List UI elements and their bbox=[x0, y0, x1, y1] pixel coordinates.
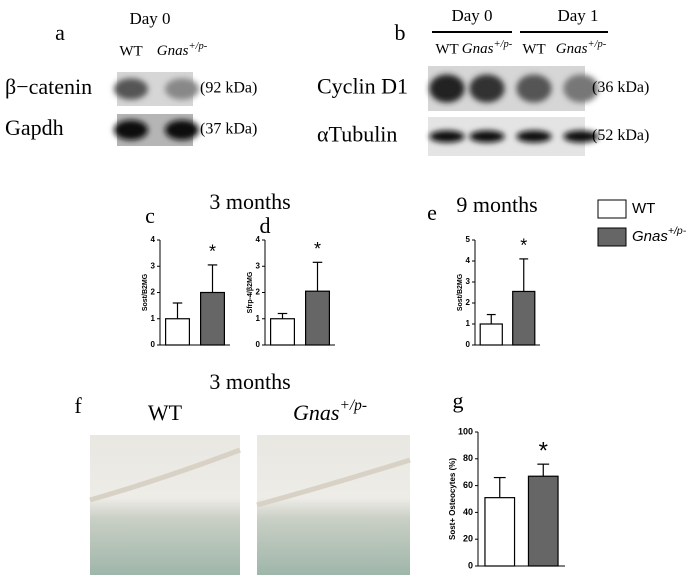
legend-swatch bbox=[597, 199, 627, 219]
protein-label: Cyclin D1 bbox=[317, 74, 408, 99]
blot-band bbox=[516, 74, 552, 103]
y-tick-label: 100 bbox=[458, 426, 473, 436]
protein-label: β−catenin bbox=[5, 74, 92, 99]
bar bbox=[512, 290, 536, 346]
panel-letter: b bbox=[395, 20, 406, 45]
y-axis-label: Sfrp-4/β2MG bbox=[247, 271, 254, 313]
y-tick-label: 4 bbox=[151, 235, 156, 244]
panel-letter: d bbox=[260, 213, 271, 238]
image-label-base: Gnas bbox=[293, 400, 339, 425]
y-tick-label: 5 bbox=[466, 235, 471, 244]
legend-label: WT bbox=[632, 200, 655, 217]
y-tick-label: 3 bbox=[466, 277, 471, 286]
significance-mark: * bbox=[314, 239, 321, 259]
size-label: (37 kDa) bbox=[200, 121, 257, 138]
blot-band bbox=[469, 130, 505, 143]
y-tick-label: 3 bbox=[256, 261, 261, 270]
chart-title: 9 months bbox=[456, 192, 537, 217]
blot-band bbox=[563, 130, 599, 143]
day-label: Day 1 bbox=[557, 6, 598, 25]
blot-band bbox=[114, 120, 148, 140]
y-tick-label: 4 bbox=[466, 256, 471, 265]
lane-label-sup: +/p- bbox=[587, 39, 606, 50]
size-label: (36 kDa) bbox=[592, 79, 649, 96]
lane-label: WT bbox=[522, 41, 545, 57]
blot-band bbox=[516, 130, 552, 143]
significance-mark: * bbox=[539, 438, 548, 465]
panel-letter: g bbox=[453, 388, 464, 413]
y-tick-label: 3 bbox=[151, 261, 156, 270]
panel-letter: e bbox=[427, 200, 437, 225]
bar bbox=[165, 318, 191, 346]
legend-swatch bbox=[597, 227, 627, 247]
lane-label-sup: +/p- bbox=[493, 39, 512, 50]
image-line bbox=[89, 447, 241, 503]
image-label: WT bbox=[148, 400, 183, 425]
panel-letter: a bbox=[55, 20, 65, 45]
chart-title: 3 months bbox=[209, 189, 290, 214]
y-axis-label: Sost/B2MG bbox=[142, 273, 149, 311]
blot-band bbox=[165, 78, 199, 100]
lane-label-base: Gnas bbox=[462, 41, 494, 57]
lane-label: Gnas+/p- bbox=[157, 41, 208, 60]
y-tick-label: 0 bbox=[256, 340, 261, 349]
y-tick-label: 0 bbox=[468, 560, 473, 570]
protein-label: αTubulin bbox=[317, 122, 397, 147]
lane-label: Gnas+/p- bbox=[462, 39, 513, 58]
image-label-sup: +/p- bbox=[339, 397, 366, 414]
lane-label-base: Gnas bbox=[556, 41, 588, 57]
legend-label-base: Gnas bbox=[632, 228, 668, 245]
lane-label-sup: +/p- bbox=[188, 41, 207, 52]
lane-label: WT bbox=[435, 41, 458, 57]
lane-label: WT bbox=[119, 43, 142, 59]
image-label: Gnas+/p- bbox=[293, 397, 367, 425]
y-tick-label: 80 bbox=[463, 453, 473, 463]
y-tick-label: 0 bbox=[151, 340, 156, 349]
histology-images bbox=[89, 435, 411, 575]
y-tick-label: 2 bbox=[256, 288, 261, 297]
panel-letter: c bbox=[145, 203, 155, 228]
blot-band bbox=[563, 74, 599, 103]
lane-label-base: Gnas bbox=[157, 43, 189, 59]
y-tick-label: 1 bbox=[256, 314, 261, 323]
y-tick-label: 0 bbox=[466, 340, 471, 349]
size-label: (92 kDa) bbox=[200, 80, 257, 97]
day-label: Day 0 bbox=[129, 9, 170, 28]
y-axis-label: Sost/B2MG bbox=[457, 273, 464, 311]
bar bbox=[270, 318, 296, 346]
y-tick-label: 1 bbox=[466, 319, 471, 328]
y-tick-label: 4 bbox=[256, 235, 261, 244]
bar bbox=[527, 475, 559, 567]
group-title: 3 months bbox=[209, 369, 290, 394]
size-label: (52 kDa) bbox=[592, 127, 649, 144]
y-tick-label: 60 bbox=[463, 480, 473, 490]
bar bbox=[479, 323, 503, 346]
bar bbox=[484, 497, 516, 567]
y-tick-label: 40 bbox=[463, 507, 473, 517]
blot-band bbox=[429, 130, 465, 143]
blot-band bbox=[165, 120, 199, 140]
bar bbox=[200, 291, 226, 346]
blot-band bbox=[114, 78, 148, 100]
panel-letter: f bbox=[74, 393, 82, 418]
day-label: Day 0 bbox=[451, 6, 492, 25]
legend-label: Gnas+/p- bbox=[632, 225, 687, 245]
blot-band bbox=[429, 74, 465, 103]
significance-mark: * bbox=[520, 236, 527, 256]
y-axis-label: Sost+ Osteocytes (%) bbox=[448, 458, 457, 540]
image-line bbox=[256, 457, 411, 508]
legend-label-sup: +/p- bbox=[668, 225, 687, 237]
bar bbox=[305, 290, 331, 346]
lane-label: Gnas+/p- bbox=[556, 39, 607, 58]
image-gnas bbox=[257, 435, 410, 575]
significance-mark: * bbox=[209, 242, 216, 262]
blot-band bbox=[469, 74, 505, 103]
y-tick-label: 2 bbox=[151, 288, 156, 297]
y-tick-label: 2 bbox=[466, 298, 471, 307]
y-tick-label: 1 bbox=[151, 314, 156, 323]
y-tick-label: 20 bbox=[463, 534, 473, 544]
protein-label: Gapdh bbox=[5, 115, 64, 140]
